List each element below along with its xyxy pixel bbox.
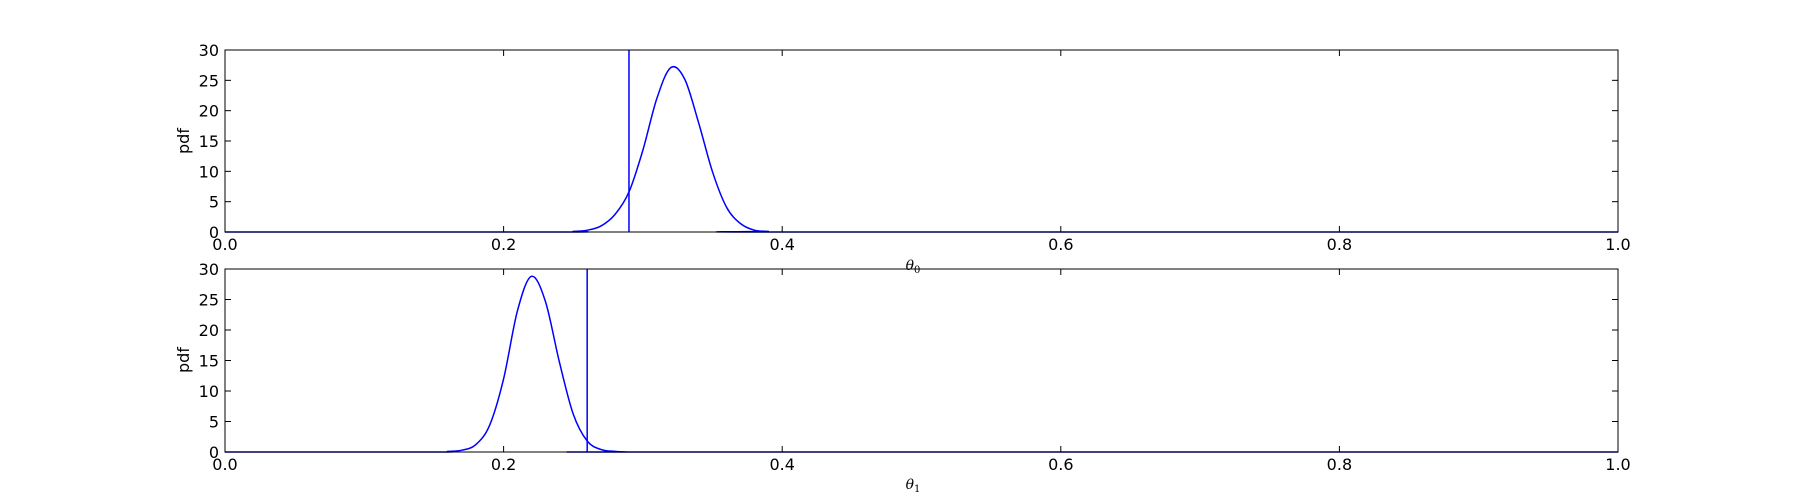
y-tick-label-0-1: 5 [209,193,219,212]
x-tick-label-1-4: 0.8 [1327,455,1352,474]
x-ticks-theta0: 0.0 0.2 0.4 0.6 0.8 1.0 [212,50,1631,254]
y-tick-label-1-2: 10 [199,382,219,401]
x-ticks-theta1: 0.0 0.2 0.4 0.6 0.8 1.0 [212,269,1631,474]
y-tick-label-1-4: 20 [199,321,219,340]
x-tick-label-0-2: 0.4 [769,235,794,254]
y-tick-label-0-4: 20 [199,102,219,121]
x-axis-label-theta1: θ1 [906,477,921,495]
y-tick-label-1-3: 15 [199,352,219,371]
y-tick-label-1-5: 25 [199,291,219,310]
y-tick-label-0-2: 10 [199,162,219,181]
x-tick-label-1-2: 0.4 [769,455,794,474]
y-ticks-theta1: 0 5 10 15 20 25 30 [199,260,1618,462]
y-tick-label-1-0: 0 [209,443,219,462]
x-tick-label-0-4: 0.8 [1327,235,1352,254]
x-tick-label-1-0: 0.0 [212,455,237,474]
pdf-curve-0-0 [224,65,1618,233]
y-tick-label-0-0: 0 [209,223,219,242]
x-tick-label-1-3: 0.6 [1048,455,1073,474]
y-tick-label-0-6: 30 [199,41,219,60]
x-tick-label-0-0: 0.0 [212,235,237,254]
y-tick-label-1-6: 30 [199,260,219,279]
x-tick-label-0-1: 0.2 [491,235,516,254]
pdf-curve-1-0 [225,275,1618,453]
x-tick-label-0-3: 0.6 [1048,235,1073,254]
axes-frame-theta0 [224,49,1619,233]
y-tick-label-1-1: 5 [209,413,219,432]
subplot-theta0: 0.0 0.2 0.4 0.6 0.8 1.0 0 5 10 15 20 25 30 pdf θ0 [174,41,1631,276]
y-tick-label-0-3: 15 [199,132,219,151]
plot-area-theta0 [224,50,1618,233]
y-ticks-theta0: 0 5 10 15 20 25 30 [199,41,1618,242]
y-axis-label-theta0: pdf [174,128,193,154]
y-axis-label-theta1: pdf [174,347,193,373]
y-tick-label-0-5: 25 [199,71,219,90]
plot-area-theta1 [225,269,1618,453]
axes-frame-theta1 [224,268,1619,453]
x-tick-label-1-5: 1.0 [1605,455,1630,474]
subplot-theta1: 0.0 0.2 0.4 0.6 0.8 1.0 0 5 10 15 20 25 30 pdf θ1 [174,260,1631,495]
x-tick-label-0-5: 1.0 [1605,235,1630,254]
x-tick-label-1-1: 0.2 [491,455,516,474]
x-axis-label-theta0: θ0 [906,258,921,276]
